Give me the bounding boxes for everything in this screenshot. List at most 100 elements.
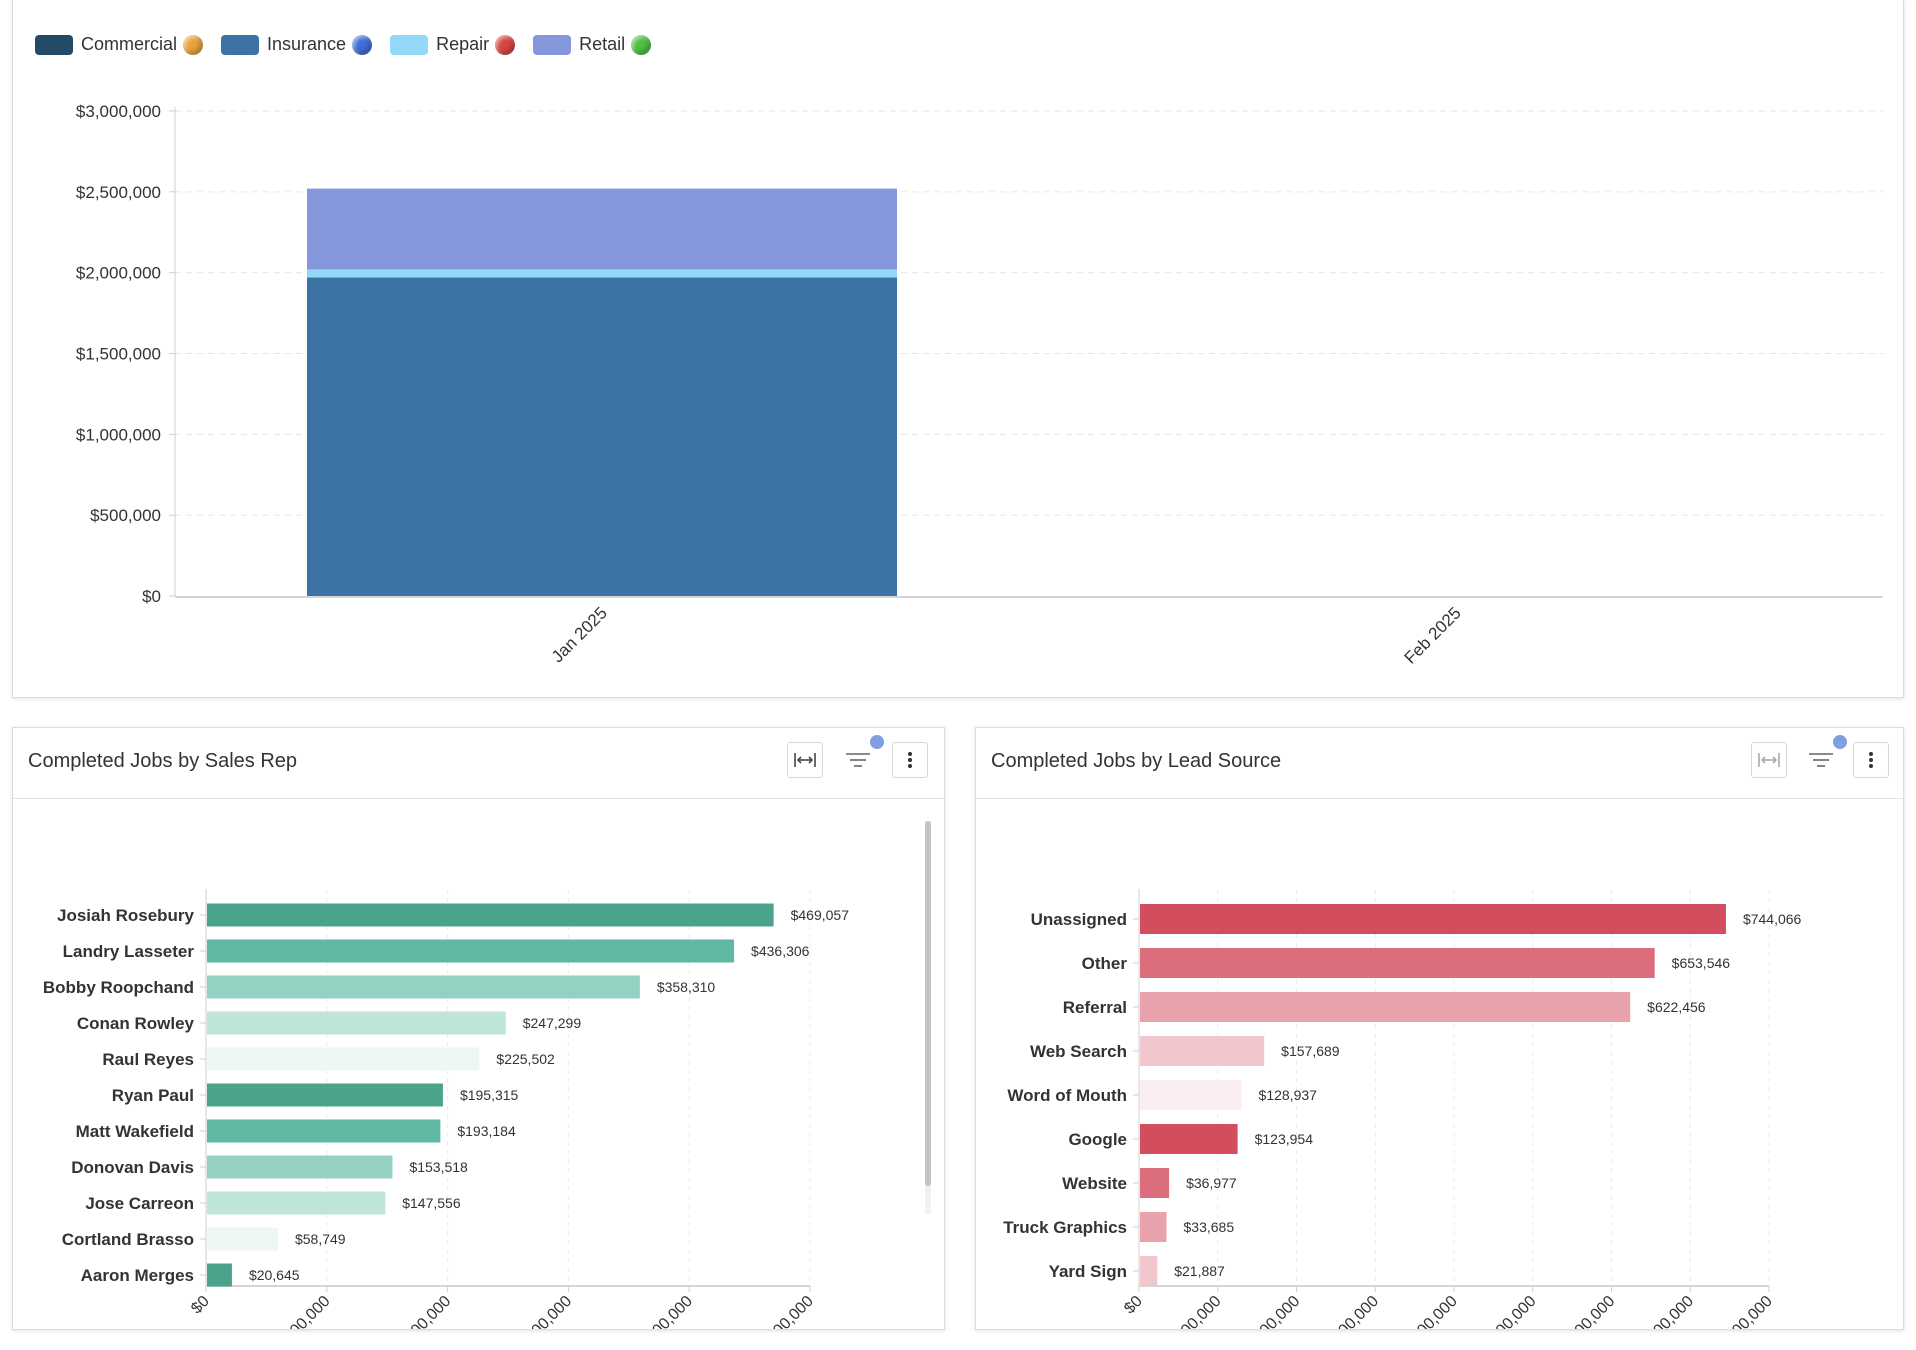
sales-rep-panel: Completed Jobs by Sales Rep [12, 727, 945, 1330]
more-vertical-icon [1869, 752, 1873, 768]
x-tick-label: $400,000 [637, 1293, 696, 1329]
y-tick-label: $1,000,000 [76, 425, 161, 444]
legend-item-retail[interactable]: Retail [533, 34, 652, 55]
data-label: $21,887 [1174, 1263, 1225, 1279]
bar [207, 1191, 386, 1215]
data-label: $36,977 [1186, 1175, 1237, 1191]
filter-button[interactable] [840, 735, 884, 778]
bar [1140, 1080, 1242, 1110]
legend-swatch [390, 34, 429, 55]
bar [207, 1047, 480, 1071]
data-label: $358,310 [657, 979, 716, 995]
category-label: Ryan Paul [112, 1086, 194, 1105]
bar [207, 1011, 506, 1035]
stacked-bar-segment-repair [307, 269, 897, 278]
data-label: $622,456 [1647, 999, 1706, 1015]
bar [207, 1155, 393, 1179]
category-label: Raul Reyes [102, 1050, 194, 1069]
category-label: Yard Sign [1049, 1262, 1127, 1281]
stacked-bar-segment-insurance [307, 277, 897, 596]
filter-icon [1809, 753, 1833, 767]
legend-swatch [35, 34, 73, 55]
category-label: Website [1062, 1174, 1127, 1193]
data-label: $153,518 [409, 1159, 468, 1175]
bar [1140, 948, 1655, 978]
y-tick-label: $500,000 [90, 506, 161, 525]
category-label: Other [1082, 954, 1128, 973]
bar [1140, 992, 1631, 1022]
panel-title: Completed Jobs by Lead Source [991, 750, 1282, 772]
category-label: Truck Graphics [1003, 1218, 1127, 1237]
category-label: Word of Mouth [1007, 1086, 1127, 1105]
x-tick-label: $100,000 [1165, 1293, 1224, 1329]
more-menu-button[interactable] [1853, 742, 1889, 778]
x-tick-label: $0 [188, 1293, 213, 1318]
stacked-bar-chart: $0 $500,000 $1,000,000 $1,500,000 $2,000,000… [76, 102, 1883, 668]
legend-swatch [533, 34, 572, 55]
x-tick-label: $100,000 [274, 1293, 333, 1329]
data-label: $193,184 [457, 1123, 516, 1139]
x-tick-label: $200,000 [395, 1293, 454, 1329]
bar [207, 1227, 278, 1251]
more-menu-button[interactable] [892, 742, 928, 778]
expand-horizontal-icon [1758, 753, 1780, 767]
panel-header: Completed Jobs by Sales Rep [13, 728, 944, 799]
y-tick-label: $0 [142, 587, 161, 606]
legend-label: Insurance [267, 34, 347, 54]
panel-title: Completed Jobs by Sales Rep [28, 750, 298, 772]
x-tick-label: $300,000 [1323, 1293, 1382, 1329]
category-label: Bobby Roopchand [43, 978, 194, 997]
data-label: $469,057 [791, 907, 850, 923]
x-tick-label: $600,000 [1559, 1293, 1618, 1329]
filter-button[interactable] [1803, 735, 1847, 778]
legend-item-commercial[interactable]: Commercial [35, 34, 204, 55]
category-label: Cortland Brasso [62, 1230, 194, 1249]
x-tick-label: Jan 2025 [548, 603, 611, 666]
data-label: $195,315 [460, 1087, 519, 1103]
bar [1140, 904, 1726, 934]
legend-label: Retail [579, 34, 626, 54]
category-label: Jose Carreon [85, 1194, 194, 1213]
x-tick-label: $0 [1121, 1293, 1146, 1318]
x-tick-label: $700,000 [1638, 1293, 1697, 1329]
data-label: $247,299 [523, 1015, 582, 1031]
bar [207, 1119, 441, 1143]
category-label: Landry Lasseter [63, 942, 195, 961]
y-tick-label: $2,500,000 [76, 183, 161, 202]
legend-item-repair[interactable]: Repair [390, 34, 516, 55]
x-tick-label: $200,000 [1244, 1293, 1303, 1329]
legend-item-insurance[interactable]: Insurance [221, 34, 373, 55]
y-tick-label: $3,000,000 [76, 102, 161, 121]
data-label: $128,937 [1259, 1087, 1318, 1103]
bar [207, 939, 735, 963]
legend-label: Commercial [81, 34, 178, 54]
monthly-revenue-panel: Commercial Insurance Repair Retail $0 $50… [12, 0, 1904, 698]
scrollbar-thumb[interactable] [925, 821, 931, 1186]
bar [1140, 1212, 1167, 1242]
lead-source-panel: Completed Jobs by Lead Source [975, 727, 1904, 1330]
category-label: Conan Rowley [77, 1014, 195, 1033]
data-label: $33,685 [1184, 1219, 1235, 1235]
category-label: Aaron Merges [81, 1266, 194, 1285]
y-tick-label: $1,500,000 [76, 345, 161, 364]
bar [207, 1263, 232, 1287]
bar [207, 903, 774, 927]
category-label: Josiah Rosebury [57, 906, 195, 925]
expand-button[interactable] [787, 742, 823, 778]
category-label: Unassigned [1031, 910, 1127, 929]
data-label: $123,954 [1255, 1131, 1314, 1147]
filter-active-badge [1833, 735, 1847, 749]
legend-label: Repair [436, 34, 490, 54]
category-label: Matt Wakefield [76, 1122, 194, 1141]
x-tick-label: $300,000 [516, 1293, 575, 1329]
expand-button[interactable] [1751, 742, 1787, 778]
data-label: $157,689 [1281, 1043, 1340, 1059]
legend-dot-icon [631, 34, 652, 55]
x-tick-label: $500,000 [758, 1293, 817, 1329]
data-label: $744,066 [1743, 911, 1802, 927]
legend-dot-icon [183, 34, 204, 55]
filter-active-badge [870, 735, 884, 749]
y-tick-label: $2,000,000 [76, 264, 161, 283]
data-label: $20,645 [249, 1267, 300, 1283]
data-label: $225,502 [496, 1051, 555, 1067]
